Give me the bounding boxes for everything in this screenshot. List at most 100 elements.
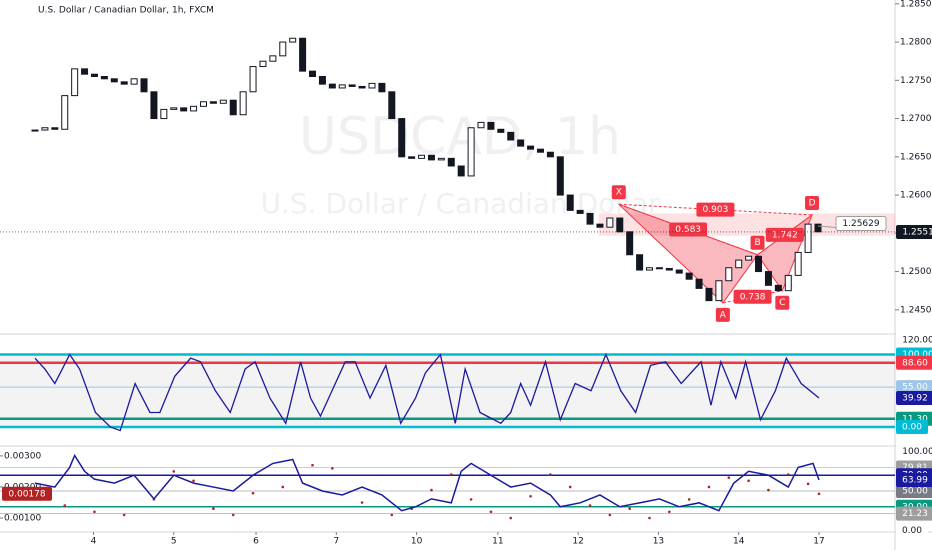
pattern-ratio: 1.742 — [772, 230, 798, 240]
pattern-ratio-box — [765, 227, 804, 242]
candle — [437, 157, 445, 161]
candle — [586, 212, 594, 225]
candle — [408, 156, 416, 159]
candle — [646, 267, 654, 271]
y-tick-label: 0.00100 — [4, 514, 41, 524]
candle — [61, 95, 69, 130]
dot — [231, 513, 235, 517]
candle — [269, 55, 277, 62]
candle — [41, 127, 49, 131]
last-price-label-box — [896, 224, 932, 239]
candle — [725, 267, 733, 282]
candle — [447, 157, 455, 167]
pattern-ratio: 0.903 — [703, 205, 729, 215]
callout-label-box — [835, 215, 887, 231]
level-label: 50.00 — [902, 487, 928, 497]
x-tick-label: 12 — [572, 537, 583, 547]
candle — [655, 267, 663, 270]
x-tick-label: 13 — [653, 537, 664, 547]
last-value-label-box — [896, 472, 932, 487]
last-price-label: 1.25518 — [902, 227, 932, 237]
candle — [358, 85, 366, 89]
dot — [469, 498, 473, 501]
dot — [172, 470, 176, 473]
y-tick-label: 1.26500 — [900, 152, 932, 162]
dot — [747, 479, 750, 483]
candle — [517, 139, 525, 147]
dot — [212, 507, 215, 511]
pattern-point-label: X — [616, 188, 622, 198]
dot — [251, 491, 255, 495]
last-value-label: 63.99 — [902, 475, 928, 485]
candle — [199, 101, 207, 107]
pattern-ratio-box — [669, 222, 708, 237]
candle — [626, 231, 634, 256]
candle — [418, 154, 426, 159]
y-tick-label: 1.24500 — [900, 305, 932, 315]
level-label: 79.81 — [902, 463, 928, 473]
level-label: 100.00 — [902, 447, 932, 457]
level-label-box — [896, 380, 932, 395]
candle — [745, 255, 753, 261]
candle — [160, 108, 168, 120]
candle — [90, 73, 98, 77]
last-value-label-box — [896, 391, 932, 406]
candle — [398, 118, 406, 158]
candle — [755, 255, 763, 273]
candle — [170, 107, 178, 110]
callout-label: 1.25629 — [842, 219, 879, 229]
candle — [289, 37, 297, 43]
candle — [219, 99, 227, 104]
candle — [685, 272, 693, 280]
dot — [63, 504, 67, 507]
callout-pointer — [818, 225, 837, 228]
last-dot-label-box — [2, 486, 52, 501]
candle — [259, 60, 267, 68]
candle — [675, 269, 683, 274]
level-label-box — [896, 355, 932, 370]
candle — [636, 254, 644, 271]
dot — [281, 485, 285, 489]
dot — [608, 513, 612, 517]
candle — [427, 154, 435, 161]
x-tick-label: 17 — [813, 537, 824, 547]
candle — [100, 75, 108, 80]
dot — [806, 482, 810, 486]
level-label: 11.30 — [902, 414, 928, 424]
dot — [122, 513, 126, 517]
band-fill — [0, 354, 895, 427]
pattern-ratio-box — [696, 202, 735, 217]
candle — [497, 128, 505, 133]
candle — [150, 91, 158, 120]
oscillator-line — [34, 453, 820, 512]
candle — [229, 99, 237, 116]
candle — [190, 105, 198, 112]
x-tick-label: 6 — [253, 537, 259, 547]
candle — [51, 127, 59, 130]
dot — [628, 507, 631, 511]
pattern-point-label-box — [715, 307, 730, 322]
x-tick-label: 14 — [733, 537, 745, 547]
dot — [390, 513, 394, 517]
pattern-ratio: 0.583 — [675, 225, 701, 235]
level-label-box — [896, 444, 932, 459]
level-label: 100.00 — [902, 350, 932, 360]
dot — [529, 494, 532, 498]
dot — [449, 473, 453, 476]
last-dot-label: 0.00178 — [8, 489, 45, 499]
pattern-point-label: A — [720, 310, 727, 320]
candle — [764, 271, 772, 286]
pattern-point-label: C — [779, 298, 785, 308]
y-tick-label: 1.26000 — [900, 191, 932, 201]
candle — [130, 78, 138, 85]
level-label-box — [896, 333, 932, 348]
watermark: USDCAD, 1h — [299, 107, 621, 167]
candle — [140, 78, 148, 93]
pattern-point-label-box — [611, 185, 626, 200]
level-label-box — [896, 484, 932, 498]
y-tick-label: 1.27000 — [900, 114, 932, 124]
pattern-point-label: B — [754, 238, 760, 248]
level-label-box — [896, 506, 932, 521]
level-label: 120.00 — [902, 336, 932, 346]
